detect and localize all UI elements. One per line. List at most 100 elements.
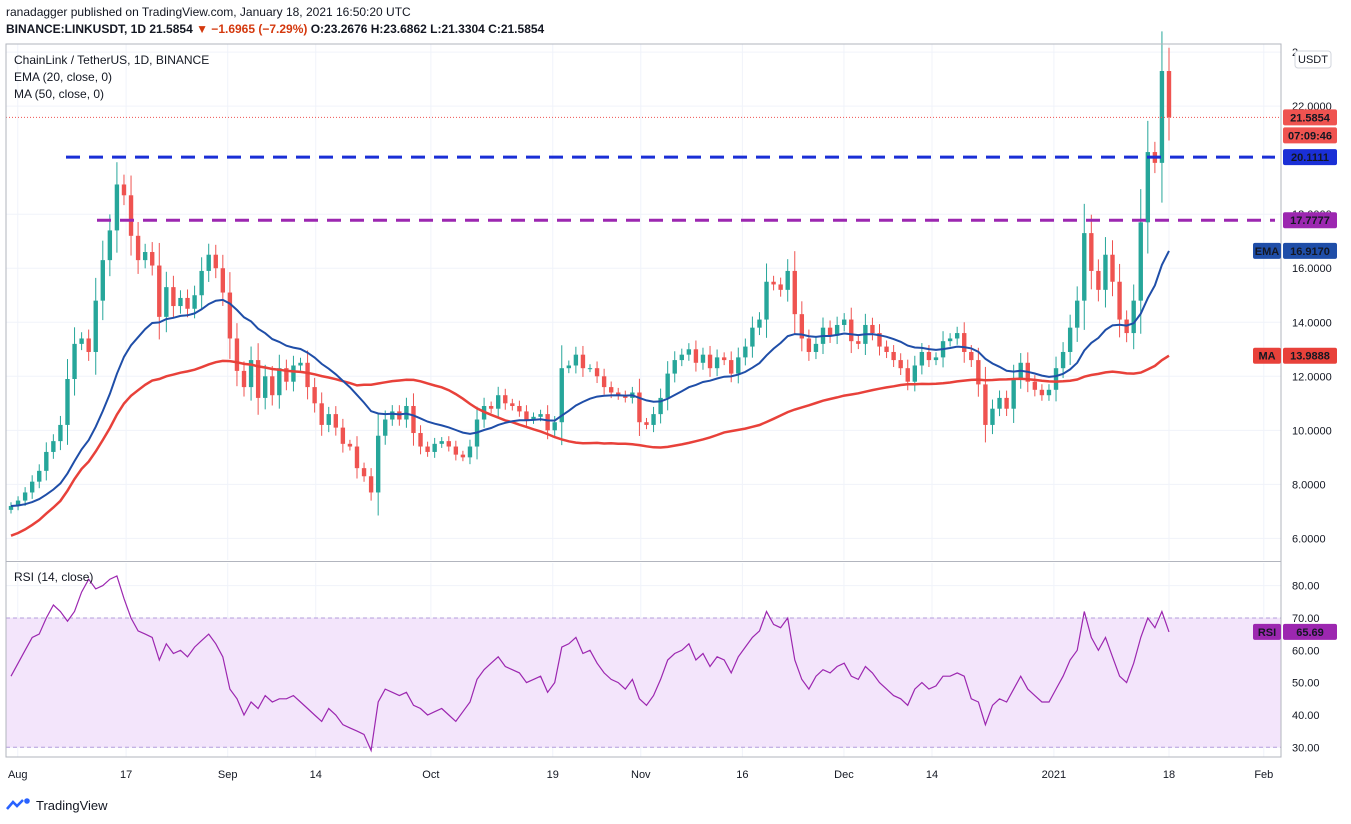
ma-label-badge-text: MA [1258,351,1275,363]
candle [700,347,706,370]
rsi-axis[interactable]: 30.00 40.00 50.00 60.00 70.00 80.00 [1292,581,1320,755]
candle-body [291,365,296,382]
candle-body [884,346,889,352]
ema-label-badge-text: EMA [1255,246,1280,258]
candle [397,405,402,426]
candle-body [792,270,797,315]
candle-body [849,319,854,342]
candle [743,338,748,366]
candle-body [8,505,14,510]
time-label: 14 [926,769,938,781]
candle-body [305,362,310,388]
candle-body [503,395,508,404]
purple-level-badge: 17.7777 [1283,212,1337,229]
candle-body [594,368,600,377]
candle-body [1089,233,1094,271]
time-label: Oct [422,769,439,781]
candle-body [496,395,501,409]
candle [206,243,211,282]
candle-body [58,424,63,442]
candle [1011,364,1016,423]
candle [15,496,21,511]
brand-name: TradingView [36,797,108,813]
candle [1004,390,1009,416]
candle-body [171,287,176,307]
candle-body [1138,222,1143,301]
candle [432,437,437,458]
candle [707,345,713,377]
candle [976,347,981,397]
candle [877,324,882,356]
candle-body [227,292,233,339]
candle [1067,314,1073,365]
rsi-overbought-band [6,617,1281,748]
rsi-tick-label: 30.00 [1292,742,1320,754]
candle [1117,263,1122,338]
candle [849,307,854,354]
candle-body [601,376,607,388]
candle-body [418,433,423,447]
candle [905,359,910,391]
candle-body [834,324,840,336]
rsi-value-badge-bg [1283,623,1337,640]
candle [220,254,226,306]
candle-body [333,414,338,428]
candle [185,289,190,318]
candle-body [128,195,134,236]
candle-body [1004,397,1009,409]
candle-body [354,446,360,469]
candle [368,468,374,501]
candle [594,361,600,384]
candle-body [933,357,939,361]
candle-body [827,327,833,336]
price-change: ▼ −1.6965 (−7.29%) [196,22,308,36]
candle-body [361,468,367,477]
candle-body [1131,300,1136,334]
candle-body [326,414,331,425]
candle [72,327,77,396]
ma-label-badge: MA [1253,347,1281,364]
candle-body [1110,254,1115,282]
candle [736,347,741,384]
candle-body [1039,389,1045,396]
time-axis[interactable]: Aug 17 Sep 14 Oct 19 Nov 16 Dec 14 2021 18 Feb [8,769,1273,781]
candle-body [411,406,416,434]
candle-body [263,376,268,398]
price-badge: 21.5854 [1283,109,1337,126]
candle-body [743,346,748,358]
countdown-badge-bg [1283,127,1337,144]
tradingview-brand[interactable]: TradingView [6,797,108,813]
candle-body [545,414,550,431]
candle [990,399,995,435]
candle-body [693,349,699,363]
candle [411,393,416,446]
blue-level-badge: 20.1111 [1283,149,1337,166]
candle [637,378,642,436]
candle [813,336,819,360]
candle [983,366,988,443]
candle-body [1011,378,1016,409]
candle [312,377,317,413]
usdt-box[interactable]: USDT [1294,50,1332,69]
candle-body [368,476,374,493]
candle [1138,189,1143,334]
candle-body [778,284,783,290]
candle [93,277,98,375]
candle-body [926,351,932,361]
candle-body [37,470,42,482]
candle [778,277,783,297]
candle-body [856,341,861,344]
candle-body [199,270,204,296]
candle-body [559,368,564,423]
candle [390,405,395,426]
candle [1103,237,1108,308]
candle [100,240,105,321]
candle-body [121,184,127,196]
candle-body [255,360,261,398]
ema-20-line [10,250,1170,507]
candle [587,364,593,373]
candle-body [524,411,529,420]
candle [460,450,466,462]
candle [199,257,204,309]
